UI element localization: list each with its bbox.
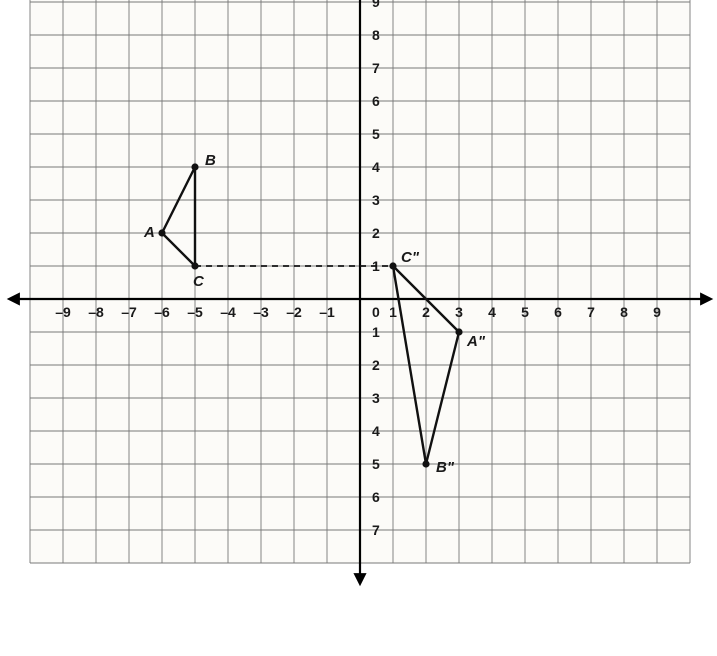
y-tick-label: 9 xyxy=(372,0,380,10)
y-tick-label: 4 xyxy=(372,159,380,175)
y-tick-label: 5 xyxy=(372,126,380,142)
x-tick-label: –9 xyxy=(55,304,71,320)
y-tick-label: 7 xyxy=(372,522,380,538)
x-tick-label: 5 xyxy=(521,304,529,320)
y-tick-label: 1 xyxy=(372,324,380,340)
vertex-label-A2: A" xyxy=(466,333,486,350)
y-tick-label: 5 xyxy=(372,456,380,472)
y-tick-label: 8 xyxy=(372,27,380,43)
y-tick-label: 2 xyxy=(372,357,380,373)
x-tick-label: 6 xyxy=(554,304,562,320)
vertex-B2 xyxy=(422,460,429,467)
y-tick-label: 4 xyxy=(372,423,380,439)
vertex-C2 xyxy=(389,262,396,269)
origin-label: 0 xyxy=(372,304,380,320)
x-tick-label: 2 xyxy=(422,304,430,320)
x-tick-label: 4 xyxy=(488,304,496,320)
vertex-B xyxy=(191,163,198,170)
x-tick-label: 8 xyxy=(620,304,628,320)
vertex-C xyxy=(191,262,198,269)
coordinate-plane: –9–8–7–6–5–4–3–2–11234567891234567891234… xyxy=(0,0,717,656)
x-tick-label: 9 xyxy=(653,304,661,320)
y-tick-label: 3 xyxy=(372,390,380,406)
vertex-label-B2: B" xyxy=(436,459,455,476)
x-tick-label: –7 xyxy=(121,304,137,320)
x-tick-label: –6 xyxy=(154,304,170,320)
vertex-label-A: A xyxy=(143,224,155,241)
vertex-A xyxy=(158,229,165,236)
x-tick-label: –1 xyxy=(319,304,335,320)
x-tick-label: –2 xyxy=(286,304,302,320)
vertex-label-C: C xyxy=(193,273,205,290)
coordinate-plane-svg: –9–8–7–6–5–4–3–2–11234567891234567891234… xyxy=(0,0,717,656)
y-tick-label: 2 xyxy=(372,225,380,241)
y-tick-label: 6 xyxy=(372,93,380,109)
x-tick-label: 3 xyxy=(455,304,463,320)
x-tick-label: –3 xyxy=(253,304,269,320)
vertex-A2 xyxy=(455,328,462,335)
y-tick-label: 6 xyxy=(372,489,380,505)
x-tick-label: –5 xyxy=(187,304,203,320)
x-tick-label: 1 xyxy=(389,304,397,320)
y-tick-label: 7 xyxy=(372,60,380,76)
x-tick-label: –8 xyxy=(88,304,104,320)
vertex-label-B: B xyxy=(205,152,216,169)
vertex-label-C2: C" xyxy=(401,249,420,266)
y-tick-label: 3 xyxy=(372,192,380,208)
x-tick-label: 7 xyxy=(587,304,595,320)
x-tick-label: –4 xyxy=(220,304,236,320)
